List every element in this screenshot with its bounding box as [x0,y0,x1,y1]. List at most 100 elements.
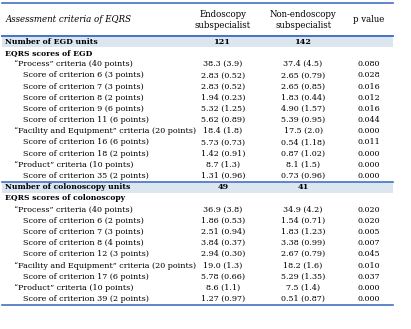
Text: Score of criterion 18 (2 points): Score of criterion 18 (2 points) [23,150,148,158]
Bar [2,182,393,193]
Text: 0.011: 0.011 [358,139,380,146]
Text: “Process” criteria (40 points): “Process” criteria (40 points) [14,206,132,214]
Text: 0.037: 0.037 [358,273,380,281]
Text: Score of criterion 39 (2 points): Score of criterion 39 (2 points) [23,295,149,303]
Text: 0.54 (1.18): 0.54 (1.18) [281,139,325,146]
Bar [2,103,393,114]
Text: 2.83 (0.52): 2.83 (0.52) [201,83,245,90]
Bar [2,249,393,260]
Text: 38.3 (3.9): 38.3 (3.9) [203,60,242,68]
Text: 0.000: 0.000 [358,284,380,292]
Text: 0.010: 0.010 [358,262,380,269]
Text: Score of criterion 7 (3 points): Score of criterion 7 (3 points) [23,83,143,90]
Text: 0.045: 0.045 [358,250,380,258]
Text: 2.65 (0.79): 2.65 (0.79) [281,71,325,79]
Bar [2,170,393,182]
Text: 0.73 (0.96): 0.73 (0.96) [281,172,325,180]
Text: 1.83 (0.44): 1.83 (0.44) [281,94,325,102]
Text: p value: p value [353,15,385,24]
Text: 3.38 (0.99): 3.38 (0.99) [281,239,325,247]
Text: Score of criterion 17 (6 points): Score of criterion 17 (6 points) [23,273,148,281]
Text: 5.73 (0.73): 5.73 (0.73) [201,139,245,146]
Text: “Product” criteria (10 points): “Product” criteria (10 points) [14,284,133,292]
Text: 2.51 (0.94): 2.51 (0.94) [201,228,245,236]
Text: 34.9 (4.2): 34.9 (4.2) [283,206,323,214]
Text: 8.1 (1.5): 8.1 (1.5) [286,161,320,169]
Bar [2,293,393,305]
Text: 41: 41 [298,183,309,191]
Text: 2.65 (0.85): 2.65 (0.85) [281,83,325,90]
Text: 2.94 (0.30): 2.94 (0.30) [201,250,245,258]
Text: 0.000: 0.000 [358,127,380,135]
Text: 8.7 (1.3): 8.7 (1.3) [206,161,240,169]
Text: Score of criterion 8 (4 points): Score of criterion 8 (4 points) [23,239,143,247]
Text: “Process” criteria (40 points): “Process” criteria (40 points) [14,60,132,68]
Text: 17.5 (2.0): 17.5 (2.0) [284,127,323,135]
Bar [2,81,393,92]
Text: 2.83 (0.52): 2.83 (0.52) [201,71,245,79]
Bar [2,260,393,271]
Bar [2,148,393,159]
Bar [2,137,393,148]
Text: 5.29 (1.35): 5.29 (1.35) [281,273,325,281]
Text: 0.000: 0.000 [358,150,380,158]
Text: 0.044: 0.044 [358,116,380,124]
Bar [2,47,393,59]
Bar [2,193,393,204]
Bar [2,271,393,282]
Bar [2,70,393,81]
Bar [2,282,393,293]
Text: 5.78 (0.66): 5.78 (0.66) [201,273,245,281]
Text: Endoscopy
subspecialist: Endoscopy subspecialist [195,10,251,30]
Text: Score of criterion 8 (2 points): Score of criterion 8 (2 points) [23,94,143,102]
Text: 0.007: 0.007 [358,239,380,247]
Bar [2,126,393,137]
Text: 1.94 (0.23): 1.94 (0.23) [201,94,245,102]
Text: 0.080: 0.080 [358,60,380,68]
Text: Score of criterion 7 (3 points): Score of criterion 7 (3 points) [23,228,143,236]
Text: 7.5 (1.4): 7.5 (1.4) [286,284,320,292]
Text: 5.39 (0.95): 5.39 (0.95) [281,116,325,124]
Text: Score of criterion 6 (3 points): Score of criterion 6 (3 points) [23,71,143,79]
Text: 3.84 (0.37): 3.84 (0.37) [201,239,245,247]
Text: “Facility and Equipment” criteria (20 points): “Facility and Equipment” criteria (20 po… [14,127,196,135]
Bar [2,159,393,170]
Text: 121: 121 [215,38,231,46]
Text: Score of criterion 9 (6 points): Score of criterion 9 (6 points) [23,105,143,113]
Text: 49: 49 [217,183,229,191]
Text: Score of criterion 11 (6 points): Score of criterion 11 (6 points) [23,116,149,124]
Text: “Product” criteria (10 points): “Product” criteria (10 points) [14,161,133,169]
Text: Score of criterion 12 (3 points): Score of criterion 12 (3 points) [23,250,149,258]
Text: 1.31 (0.96): 1.31 (0.96) [201,172,245,180]
Text: 0.005: 0.005 [358,228,380,236]
Text: 0.016: 0.016 [358,83,380,90]
Bar [2,92,393,103]
Bar [2,238,393,249]
Text: 2.67 (0.79): 2.67 (0.79) [281,250,325,258]
Text: 18.4 (1.8): 18.4 (1.8) [203,127,242,135]
Text: 0.020: 0.020 [358,206,380,214]
Text: 0.87 (1.02): 0.87 (1.02) [281,150,325,158]
Text: 0.016: 0.016 [358,105,380,113]
Text: Non-endoscopy
subspecialist: Non-endoscopy subspecialist [270,10,337,30]
Text: 1.42 (0.91): 1.42 (0.91) [201,150,245,158]
Bar [2,215,393,226]
Text: 1.54 (0.71): 1.54 (0.71) [281,217,325,225]
Text: EQRS scores of colonoscopy: EQRS scores of colonoscopy [5,194,125,202]
Text: 18.2 (1.6): 18.2 (1.6) [284,262,323,269]
Text: Number of EGD units: Number of EGD units [5,38,97,46]
Text: EQRS scores of EGD: EQRS scores of EGD [5,49,92,57]
Text: 0.020: 0.020 [358,217,380,225]
Bar [2,226,393,238]
Text: Score of criterion 16 (6 points): Score of criterion 16 (6 points) [23,139,149,146]
Text: 5.62 (0.89): 5.62 (0.89) [201,116,245,124]
Text: 1.83 (1.23): 1.83 (1.23) [281,228,326,236]
Text: 0.000: 0.000 [358,161,380,169]
Text: Assessment criteria of EQRS: Assessment criteria of EQRS [5,15,132,24]
Text: 1.86 (0.53): 1.86 (0.53) [201,217,245,225]
Text: 0.028: 0.028 [358,71,380,79]
Text: 37.4 (4.5): 37.4 (4.5) [284,60,323,68]
Text: 0.000: 0.000 [358,295,380,303]
Text: 4.90 (1.57): 4.90 (1.57) [281,105,325,113]
Bar [2,204,393,215]
